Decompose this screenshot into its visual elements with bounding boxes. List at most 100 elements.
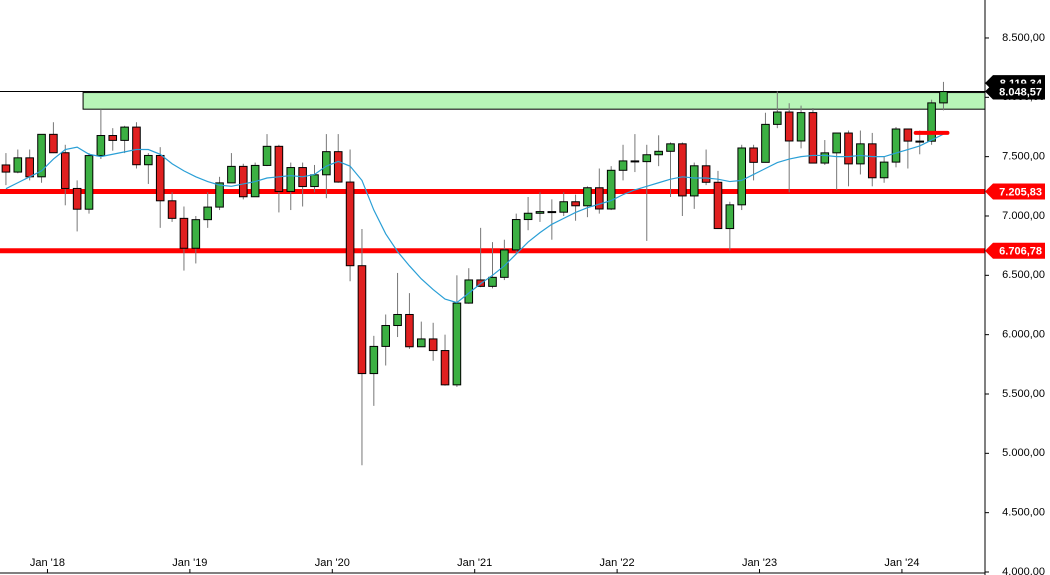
candle-body (737, 147, 747, 206)
y-tick-label: 7.500,00 (1002, 151, 1045, 163)
candle-body (666, 143, 675, 152)
candle-body (167, 200, 177, 219)
candle-body (345, 181, 355, 267)
plot (0, 81, 985, 466)
candle-body (179, 217, 189, 249)
y-tick-label: 8.500,00 (1002, 32, 1045, 44)
x-tick-label: Jan '19 (172, 557, 207, 569)
candle-body (511, 219, 521, 251)
candle-body (120, 126, 129, 141)
x-tick-label: Jan '24 (884, 557, 919, 569)
x-tick-label: Jan '20 (315, 557, 350, 569)
candle-body (642, 154, 652, 163)
candle-body (523, 212, 533, 221)
candle-body (144, 154, 153, 166)
candle-body (452, 302, 462, 386)
candle-body (25, 157, 34, 178)
moving-average (5, 133, 944, 304)
candle-body (891, 128, 901, 163)
candle-body (333, 151, 343, 183)
candle-body (583, 187, 592, 207)
candle-body (227, 165, 236, 184)
candle-body (464, 279, 474, 304)
candle-body (927, 102, 936, 142)
price-tag (985, 242, 1045, 259)
candle-body (381, 325, 390, 347)
candle-body (215, 182, 224, 208)
candle-body (428, 338, 438, 352)
candle-body (618, 160, 628, 171)
candle-body (630, 160, 640, 163)
candle-body (155, 154, 165, 202)
candle-body (832, 132, 841, 154)
candle-body (60, 152, 70, 189)
y-tick-label: 4.000,00 (1002, 566, 1045, 575)
y-tick-label: 4.500,00 (1002, 507, 1045, 519)
candle-body (749, 147, 758, 163)
candle-body (820, 152, 830, 164)
candle-body (13, 157, 23, 173)
candle-body (203, 206, 212, 221)
candle-body (322, 151, 331, 176)
candle-body (689, 165, 699, 197)
candle-body (725, 204, 735, 230)
candle-body (96, 135, 106, 157)
candle-body (262, 145, 272, 166)
candle-body (500, 249, 509, 278)
candle-body (796, 112, 806, 142)
candle-body (547, 211, 557, 214)
y-tick-label: 5.500,00 (1002, 388, 1045, 400)
candle-body (571, 201, 580, 207)
candle-body (286, 167, 296, 192)
x-tick-label: Jan '23 (742, 557, 777, 569)
candle-body (1, 164, 11, 173)
candle-body (274, 145, 284, 192)
candle-body (844, 132, 853, 165)
candle-body (713, 181, 723, 230)
candle-body (678, 143, 687, 197)
x-tick-label: Jan '22 (600, 557, 635, 569)
x-tick-label: Jan '21 (457, 557, 492, 569)
y-tick-label: 7.000,00 (1002, 210, 1045, 222)
candle-body (37, 133, 46, 178)
candle-body (369, 345, 379, 375)
price-tag-label: 7.205,83 (999, 186, 1042, 198)
candle-body (879, 161, 889, 179)
candle-body (784, 111, 794, 142)
candle-body (808, 112, 818, 164)
candle-body (559, 201, 569, 213)
y-tick-label: 5.000,00 (1002, 447, 1045, 459)
candle-body (595, 187, 604, 210)
candle-body (49, 133, 58, 154)
candle-body (915, 140, 925, 143)
candle-body (191, 219, 201, 249)
y-tick-label: 6.000,00 (1002, 329, 1045, 341)
candle-body (310, 174, 319, 188)
candle-body (773, 111, 782, 125)
candle-body (606, 169, 616, 210)
candle-body (72, 187, 82, 210)
candle-body (84, 155, 94, 210)
price-tag-label: 6.706,78 (999, 246, 1042, 258)
candle-body (939, 91, 948, 104)
candle-body (108, 135, 118, 141)
candle-body (903, 128, 913, 142)
candle-body (654, 150, 663, 156)
candle-body (132, 126, 141, 166)
candle-body (440, 350, 450, 386)
candle-body (535, 211, 545, 214)
candle-body (416, 338, 426, 348)
candle-body (357, 265, 367, 375)
price-tag-label: 8.048,57 (999, 86, 1042, 98)
x-tick-label: Jan '18 (30, 557, 65, 569)
y-tick-label: 6.500,00 (1002, 269, 1045, 281)
candle-body (867, 143, 877, 179)
candle-body (761, 123, 770, 163)
candle-body (238, 165, 248, 198)
price-tag (985, 83, 1045, 100)
zone (82, 92, 985, 110)
candle-body (856, 143, 865, 165)
price-tag (985, 183, 1045, 200)
candle-body (488, 276, 497, 287)
